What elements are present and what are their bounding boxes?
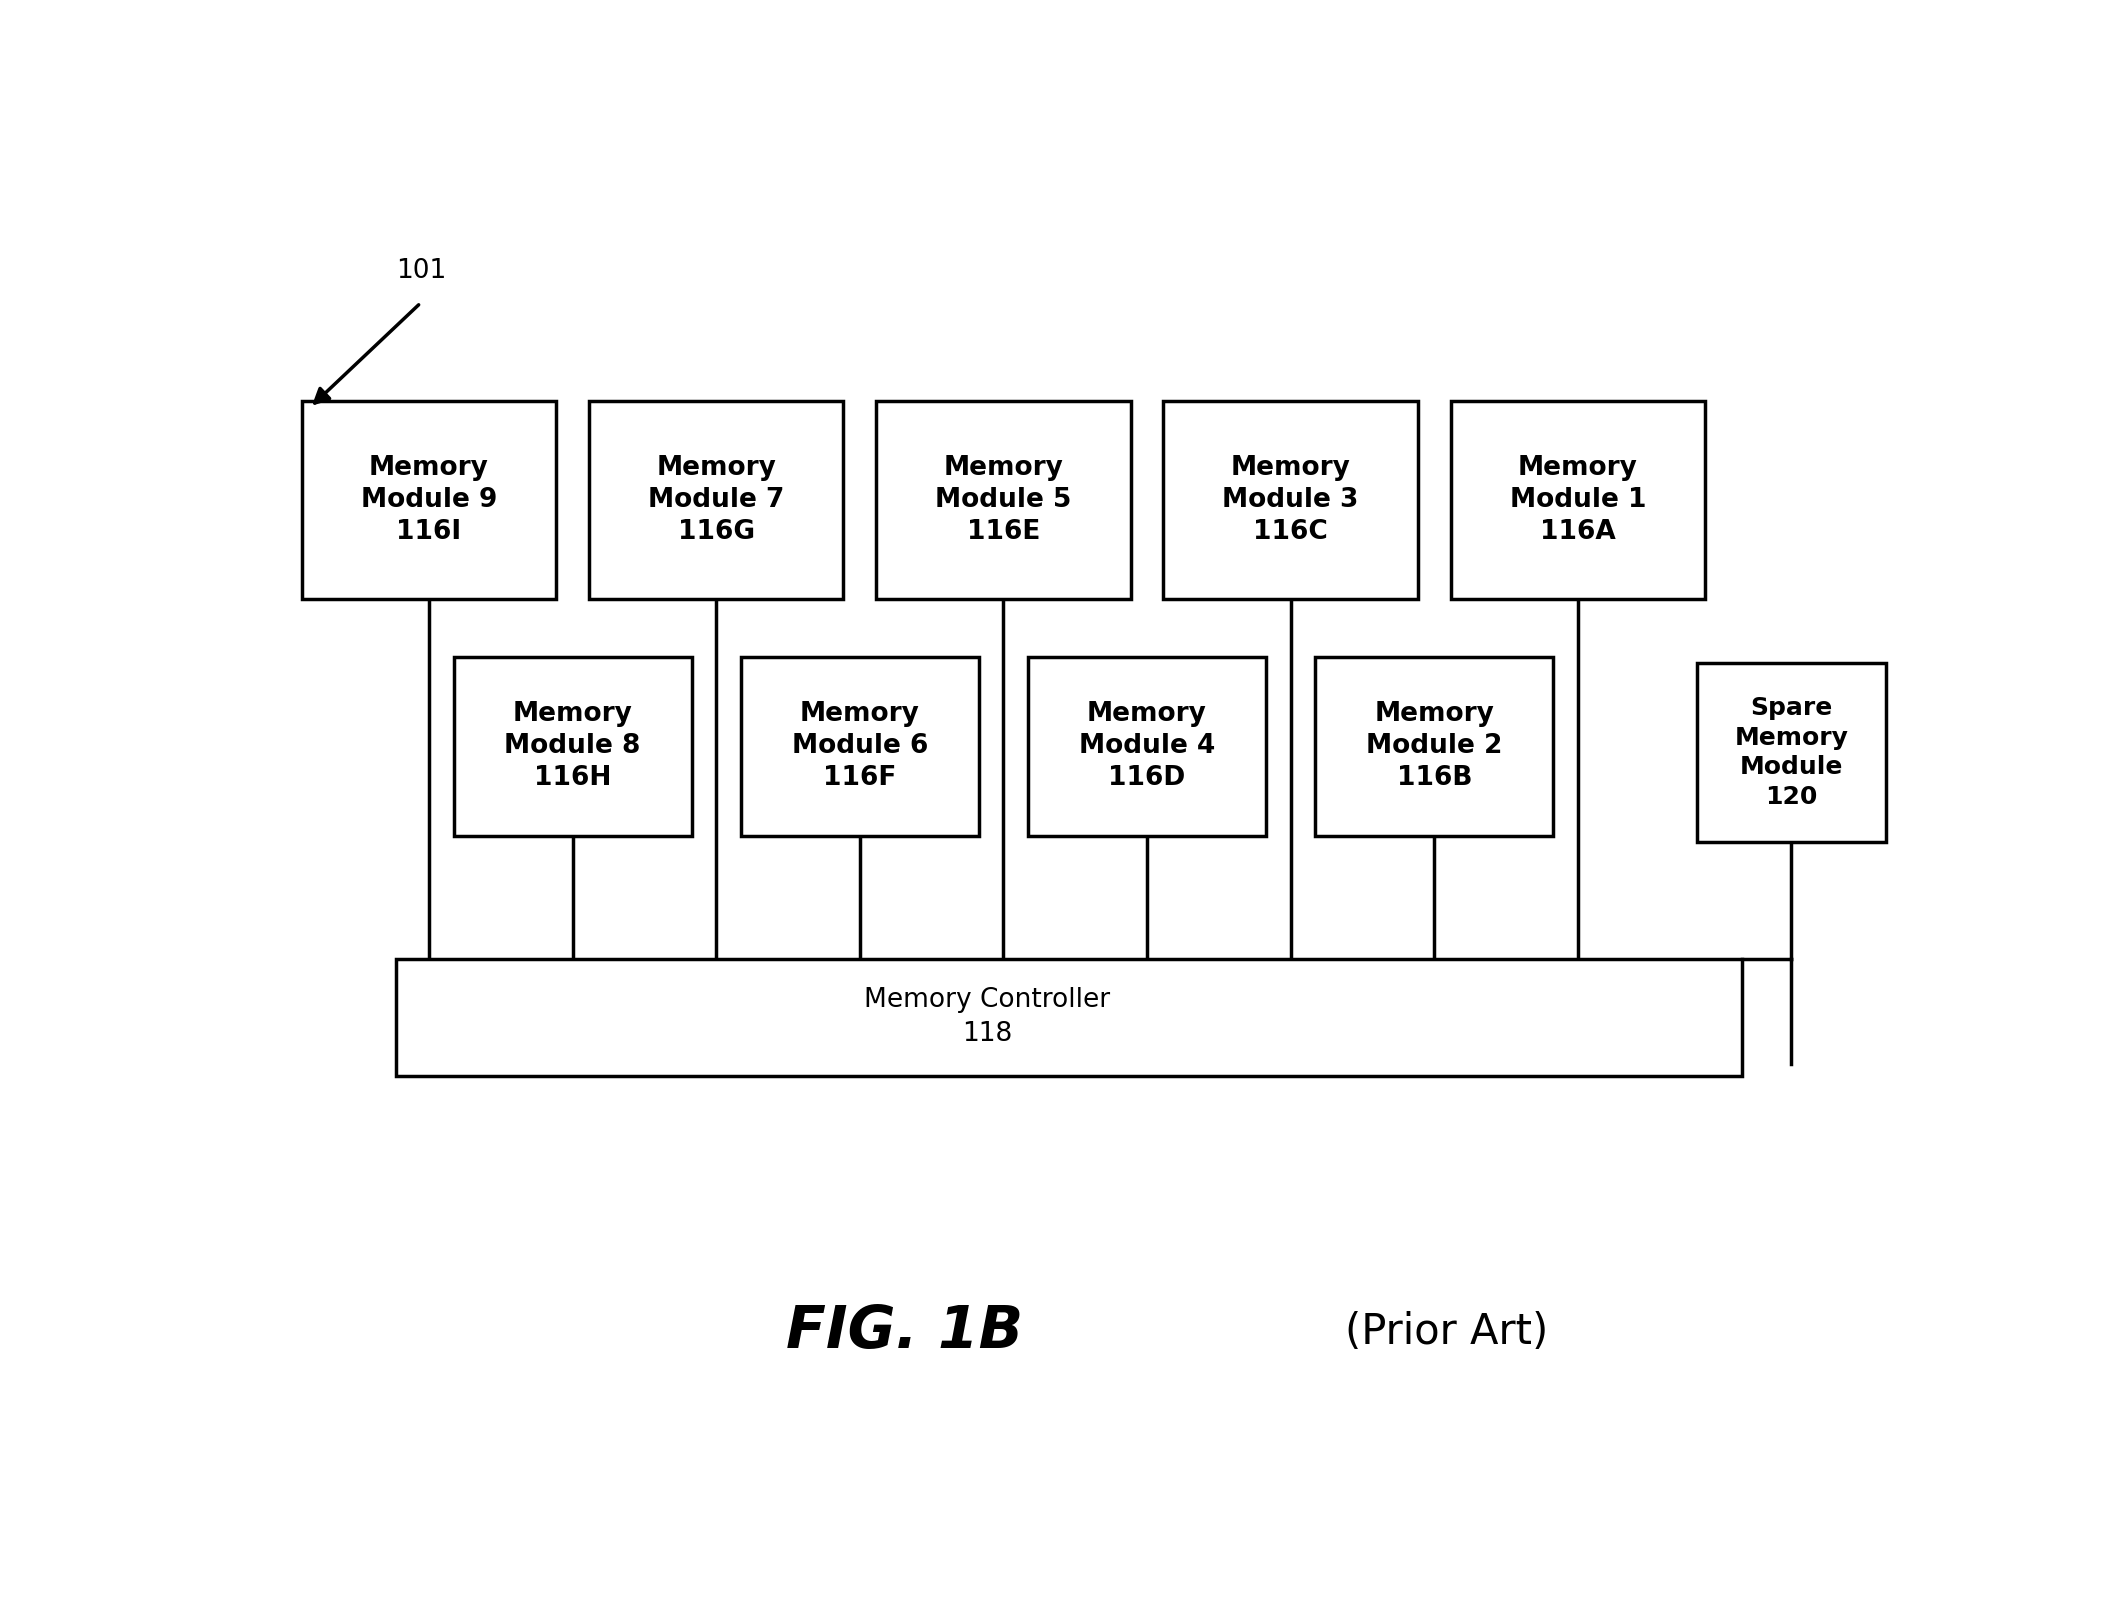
- Text: Spare
Memory
Module
120: Spare Memory Module 120: [1735, 696, 1849, 810]
- Text: (Prior Art): (Prior Art): [1345, 1310, 1548, 1352]
- Text: Memory
Module 3
116C: Memory Module 3 116C: [1222, 454, 1360, 546]
- Bar: [1315, 658, 1552, 835]
- Bar: [1027, 658, 1267, 835]
- Text: Memory
Module 1
116A: Memory Module 1 116A: [1510, 454, 1646, 546]
- Text: Memory
Module 7
116G: Memory Module 7 116G: [648, 454, 784, 546]
- Text: Memory
Module 2
116B: Memory Module 2 116B: [1366, 701, 1502, 792]
- Text: Memory
Module 4
116D: Memory Module 4 116D: [1078, 701, 1216, 792]
- Bar: [1697, 664, 1885, 842]
- Bar: [589, 402, 843, 598]
- Text: Memory
Module 5
116E: Memory Module 5 116E: [936, 454, 1072, 546]
- Text: FIG. 1B: FIG. 1B: [786, 1302, 1023, 1360]
- Bar: [741, 658, 979, 835]
- Text: Memory
Module 9
116I: Memory Module 9 116I: [360, 454, 498, 546]
- Bar: [1451, 402, 1705, 598]
- Text: Memory Controller
118: Memory Controller 118: [864, 987, 1110, 1048]
- Bar: [301, 402, 557, 598]
- Text: 101: 101: [396, 258, 447, 285]
- Text: Memory
Module 6
116F: Memory Module 6 116F: [792, 701, 928, 792]
- Bar: [1163, 402, 1417, 598]
- Bar: [877, 402, 1131, 598]
- Bar: [396, 958, 1741, 1075]
- Text: Memory
Module 8
116H: Memory Module 8 116H: [504, 701, 642, 792]
- Bar: [453, 658, 690, 835]
